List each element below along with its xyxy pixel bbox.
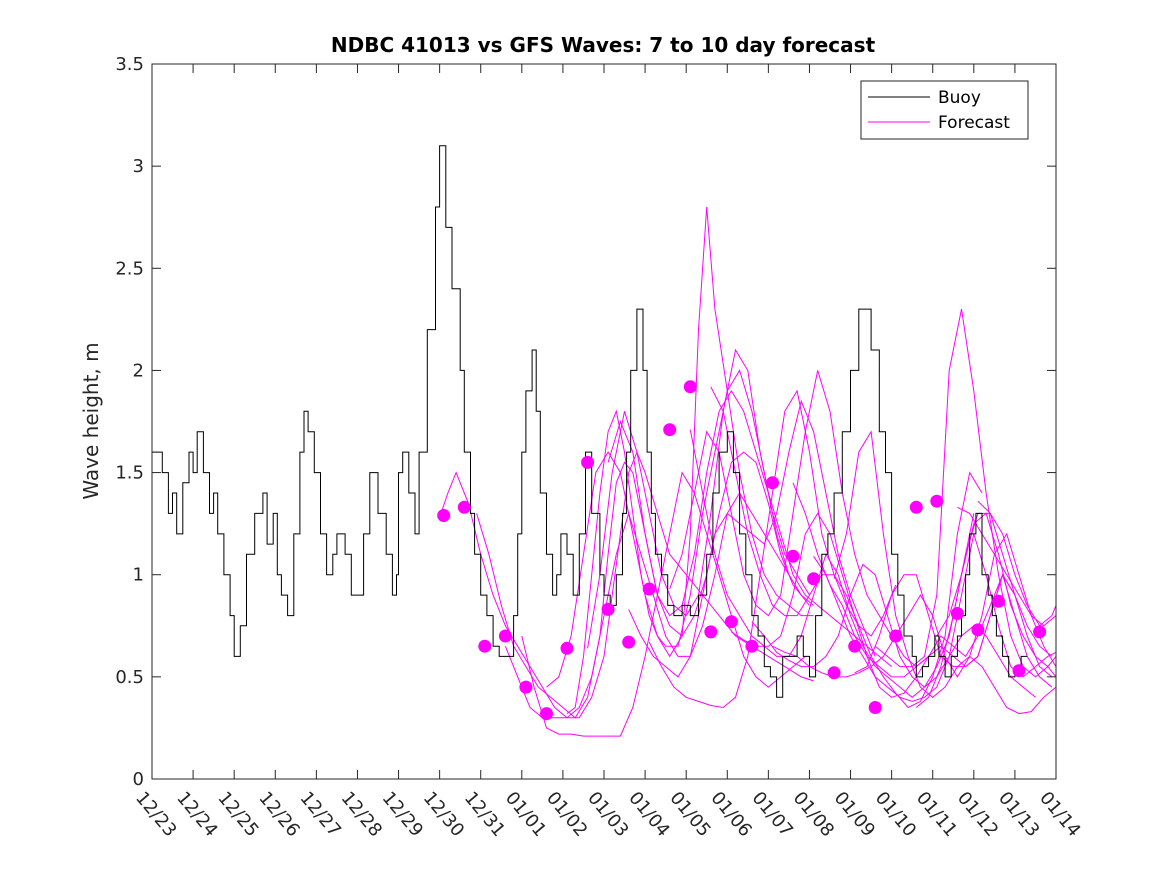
y-tick-label-3: 1.5 (115, 463, 144, 484)
legend-box (860, 80, 1029, 140)
forecast-marker-18 (807, 572, 821, 586)
forecast-line-15 (772, 532, 1057, 678)
forecast-marker-19 (827, 666, 841, 680)
y-tick-label-6: 3 (133, 156, 144, 177)
forecast-marker-14 (724, 615, 738, 629)
forecast-marker-11 (663, 423, 677, 437)
forecast-line-19 (854, 572, 1053, 688)
legend-forecast-label: Forecast (938, 113, 1010, 133)
forecast-marker-3 (498, 629, 512, 643)
forecast-marker-26 (971, 623, 985, 637)
forecast-marker-23 (909, 500, 923, 514)
forecast-marker-13 (704, 625, 718, 639)
forecast-marker-16 (766, 476, 779, 490)
forecast-marker-24 (930, 494, 944, 508)
y-tick-label-4: 2 (133, 360, 144, 381)
forecast-line-9 (648, 389, 897, 709)
plot-area (152, 64, 1056, 779)
forecast-marker-20 (848, 639, 862, 653)
y-axis-label: Wave height, m (79, 342, 103, 499)
legend: Buoy Forecast (860, 80, 1029, 140)
forecast-marker-9 (622, 635, 636, 649)
legend-buoy-label: Buoy (938, 88, 981, 108)
forecast-line-1 (476, 451, 810, 719)
forecast-line-16 (792, 482, 1053, 678)
forecast-marker-2 (478, 639, 492, 653)
series-layer (152, 145, 1057, 737)
y-tick-label-2: 1 (133, 565, 144, 586)
y-tick-label-1: 0.5 (115, 667, 144, 688)
forecast-marker-1 (457, 500, 471, 514)
forecast-marker-25 (950, 607, 964, 620)
forecast-line-18 (833, 430, 1057, 715)
forecast-marker-12 (683, 380, 697, 394)
forecast-line-24 (977, 500, 1057, 627)
forecast-line-4 (546, 206, 814, 688)
forecast-line-13 (731, 512, 1016, 698)
forecast-marker-15 (745, 639, 759, 653)
forecast-line-0 (439, 450, 814, 719)
y-tick-label-5: 2.5 (115, 258, 144, 279)
forecast-marker-10 (642, 582, 656, 596)
forecast-line-21 (915, 512, 1053, 708)
forecast-line-20 (874, 309, 1057, 678)
forecast-line-11 (689, 429, 975, 698)
forecast-marker-28 (1012, 664, 1026, 678)
forecast-marker-17 (786, 549, 800, 563)
forecast-marker-22 (889, 629, 903, 643)
forecast-line-12 (710, 386, 983, 709)
forecast-marker-8 (601, 602, 615, 616)
buoy-line (152, 145, 1028, 698)
forecast-marker-21 (868, 701, 882, 714)
forecast-line-3 (521, 471, 806, 737)
forecast-line-7 (607, 389, 892, 667)
forecast-marker-5 (540, 707, 553, 721)
forecast-marker-4 (519, 680, 533, 694)
forecast-line-2 (504, 492, 802, 719)
forecast-line-23 (957, 506, 1057, 627)
chart-title: NDBC 41013 vs GFS Waves: 7 to 10 day for… (331, 33, 876, 57)
forecast-marker-29 (1033, 625, 1047, 639)
forecast-marker-6 (560, 641, 574, 655)
forecast-line-22 (936, 512, 1057, 678)
y-tick-label-0: 0 (133, 769, 144, 790)
forecast-marker-7 (581, 455, 595, 469)
forecast-marker-0 (437, 509, 451, 522)
forecast-marker-27 (992, 594, 1005, 608)
forecast-line-10 (669, 370, 929, 668)
y-tick-label-7: 3.5 (115, 54, 144, 75)
